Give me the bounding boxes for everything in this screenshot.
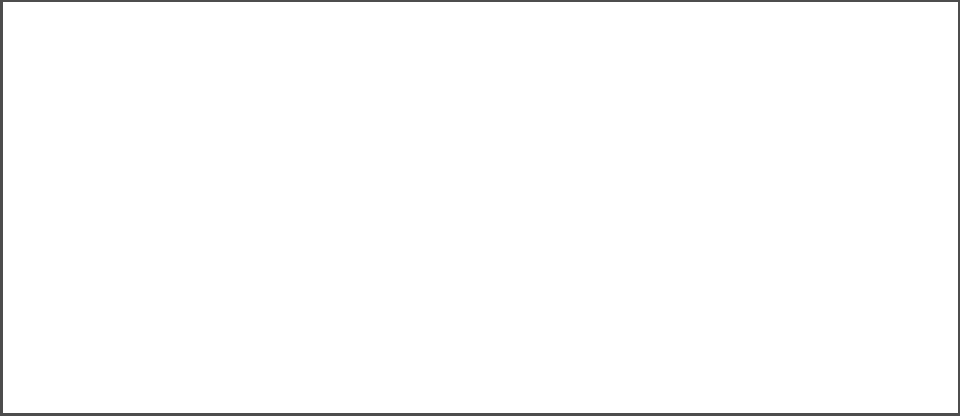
series-line-layer [3,2,960,416]
chart-frame [0,0,960,416]
